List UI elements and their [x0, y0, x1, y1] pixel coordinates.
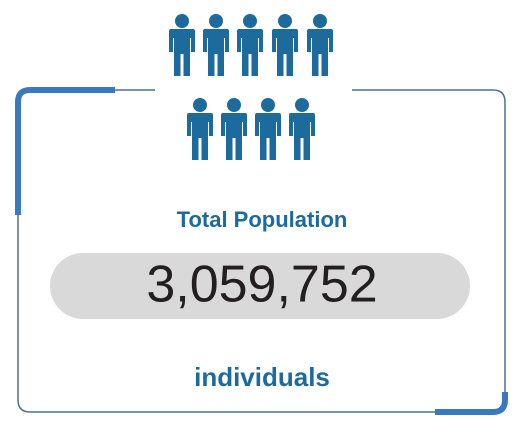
value-pill [50, 253, 470, 319]
frame-accent [15, 87, 115, 215]
people-icon [169, 14, 333, 160]
frame-accent [435, 392, 508, 415]
unit: individuals [194, 362, 330, 392]
title: Total Population [177, 207, 348, 232]
value: 3,059,752 [146, 256, 377, 314]
